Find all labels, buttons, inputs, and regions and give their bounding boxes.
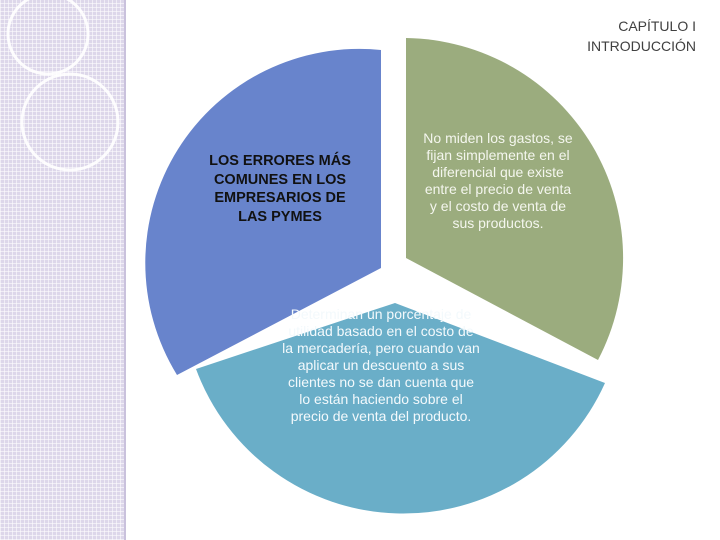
segment-right — [406, 38, 624, 360]
side-band-divider — [124, 0, 126, 540]
decorative-circles — [6, 0, 120, 172]
decorative-side-band — [0, 0, 124, 540]
section-label: INTRODUCCIÓN — [587, 38, 696, 54]
segment-bottom — [196, 303, 605, 514]
segment-bottom-text: Determinan un porcentaje de utilidad bas… — [282, 306, 480, 424]
chapter-header: CAPÍTULO I INTRODUCCIÓN — [587, 16, 696, 56]
segment-right-text: No miden los gastos, se fijan simplement… — [423, 130, 573, 231]
segment-left — [145, 48, 381, 376]
diagram-title-text: LOS ERRORES MÁS COMUNES EN LOS EMPRESARI… — [209, 153, 351, 225]
chapter-label: CAPÍTULO I — [618, 18, 696, 34]
